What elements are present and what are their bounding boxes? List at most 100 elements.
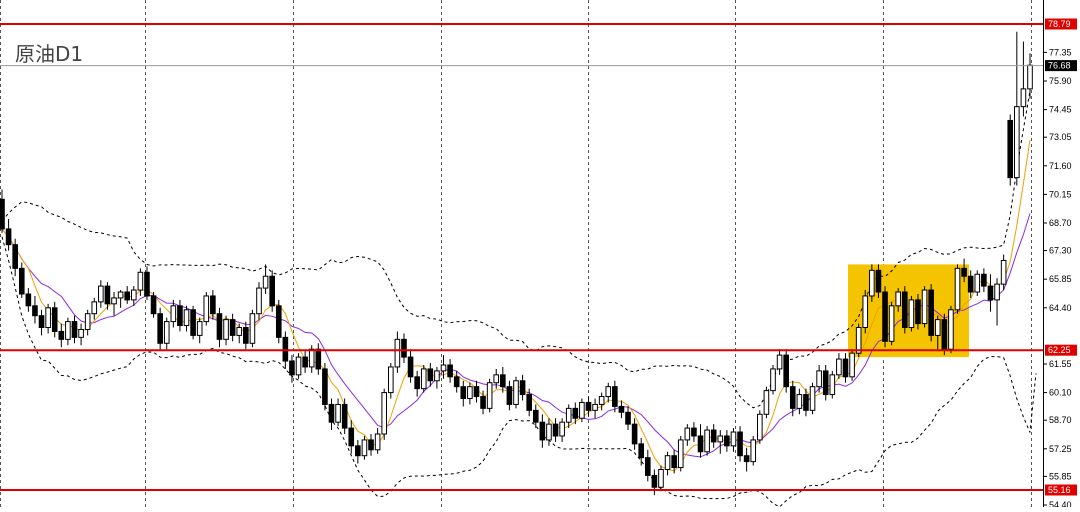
candle-up: [855, 327, 862, 354]
y-tick-label: 73.05: [1049, 132, 1072, 142]
candle-up: [579, 401, 585, 419]
candle-down: [414, 376, 420, 390]
candle-down: [315, 348, 322, 370]
candle-up: [750, 439, 757, 463]
candle-up: [163, 321, 170, 344]
candle-down: [473, 386, 480, 398]
candle-down: [322, 368, 328, 405]
candle-down: [401, 338, 407, 358]
candle-up: [361, 439, 368, 457]
candle-down: [506, 386, 513, 405]
candle-up: [381, 392, 388, 435]
candle-up: [763, 390, 770, 415]
y-tick-label: 58.70: [1049, 415, 1072, 425]
candle-up: [908, 299, 915, 329]
candle-down: [585, 401, 592, 411]
candle-up: [770, 368, 776, 392]
candle-down: [981, 273, 987, 287]
chart-title: 原油D1: [15, 42, 84, 66]
candle-down: [901, 291, 908, 329]
candle-up: [1000, 259, 1007, 285]
candle-up: [546, 423, 552, 441]
level-label-box: [1045, 18, 1077, 30]
candle-down: [58, 330, 65, 340]
candle-up: [84, 313, 91, 330]
candle-down: [552, 423, 559, 437]
candle-up: [829, 374, 836, 396]
candle-up: [605, 386, 612, 398]
candle-down: [460, 386, 467, 400]
candle-up: [717, 435, 724, 443]
y-tick-label: 71.60: [1049, 161, 1072, 171]
candle-down: [480, 396, 486, 409]
bollinger-bands: [1, 90, 1037, 508]
grid: [0, 0, 1032, 507]
candle-down: [783, 354, 789, 388]
y-tick-label: 75.90: [1049, 76, 1072, 86]
candle-down: [928, 289, 934, 336]
candle-down: [341, 403, 348, 429]
candle-up: [223, 319, 229, 340]
y-tick-label: 74.45: [1049, 105, 1072, 115]
candle-up: [1014, 106, 1020, 179]
candle-up: [684, 427, 691, 441]
candle-down: [737, 431, 743, 457]
candle-down: [25, 293, 32, 307]
y-tick-label: 64.40: [1049, 303, 1072, 313]
candle-down: [12, 244, 18, 269]
candle-down: [625, 411, 631, 425]
candle-up: [117, 291, 124, 299]
candle-up: [730, 431, 737, 447]
candle-down: [651, 474, 658, 488]
candle-up: [1020, 88, 1027, 108]
candle-down: [407, 356, 414, 378]
candle-up: [869, 269, 875, 297]
candle-down: [532, 409, 539, 423]
candle-down: [328, 403, 335, 423]
candle-up: [895, 291, 902, 307]
candle-down: [789, 386, 796, 409]
y-tick-label: 60.10: [1049, 388, 1072, 398]
candle-down: [210, 295, 216, 315]
candle-down: [190, 309, 196, 336]
candle-up: [836, 358, 842, 376]
candle-down: [38, 315, 45, 329]
candle-down: [842, 358, 849, 378]
candle-down: [743, 455, 750, 463]
candle-up: [45, 307, 51, 329]
candle-down: [1007, 119, 1014, 179]
candle-down: [289, 360, 295, 376]
candle-down: [803, 394, 809, 411]
candle-down: [144, 271, 150, 297]
candle-down: [216, 313, 223, 340]
candle-down: [302, 356, 308, 368]
candle-down: [229, 319, 236, 336]
candle-up: [98, 285, 104, 303]
candle-up: [934, 319, 941, 336]
y-tick-label: 70.15: [1049, 189, 1072, 199]
y-tick-label: 55.85: [1049, 471, 1072, 481]
candle-up: [796, 394, 803, 409]
candle-down: [697, 435, 704, 453]
level-label-box: [1045, 344, 1077, 356]
candle-up: [954, 267, 961, 311]
candle-down: [124, 291, 131, 301]
candle-up: [809, 386, 816, 411]
candle-up: [78, 328, 84, 338]
candle-up: [420, 368, 427, 390]
candle-up: [704, 429, 710, 453]
y-tick-label: 68.70: [1049, 218, 1072, 228]
candle-up: [677, 439, 684, 469]
candle-down: [275, 305, 282, 338]
candle-up: [249, 313, 256, 344]
candle-down: [0, 198, 5, 230]
candle-up: [1027, 64, 1033, 90]
candle-down: [710, 429, 717, 443]
candle-up: [598, 396, 605, 405]
price-axis: 77.35 75.90 74.45 73.05 71.60 70.15 68.70 67.30…: [1043, 0, 1072, 510]
candle-up: [130, 289, 137, 301]
y-tick-label: 57.25: [1049, 444, 1072, 454]
candle-down: [157, 313, 163, 344]
candle-down: [427, 368, 434, 382]
candle-up: [974, 273, 981, 293]
